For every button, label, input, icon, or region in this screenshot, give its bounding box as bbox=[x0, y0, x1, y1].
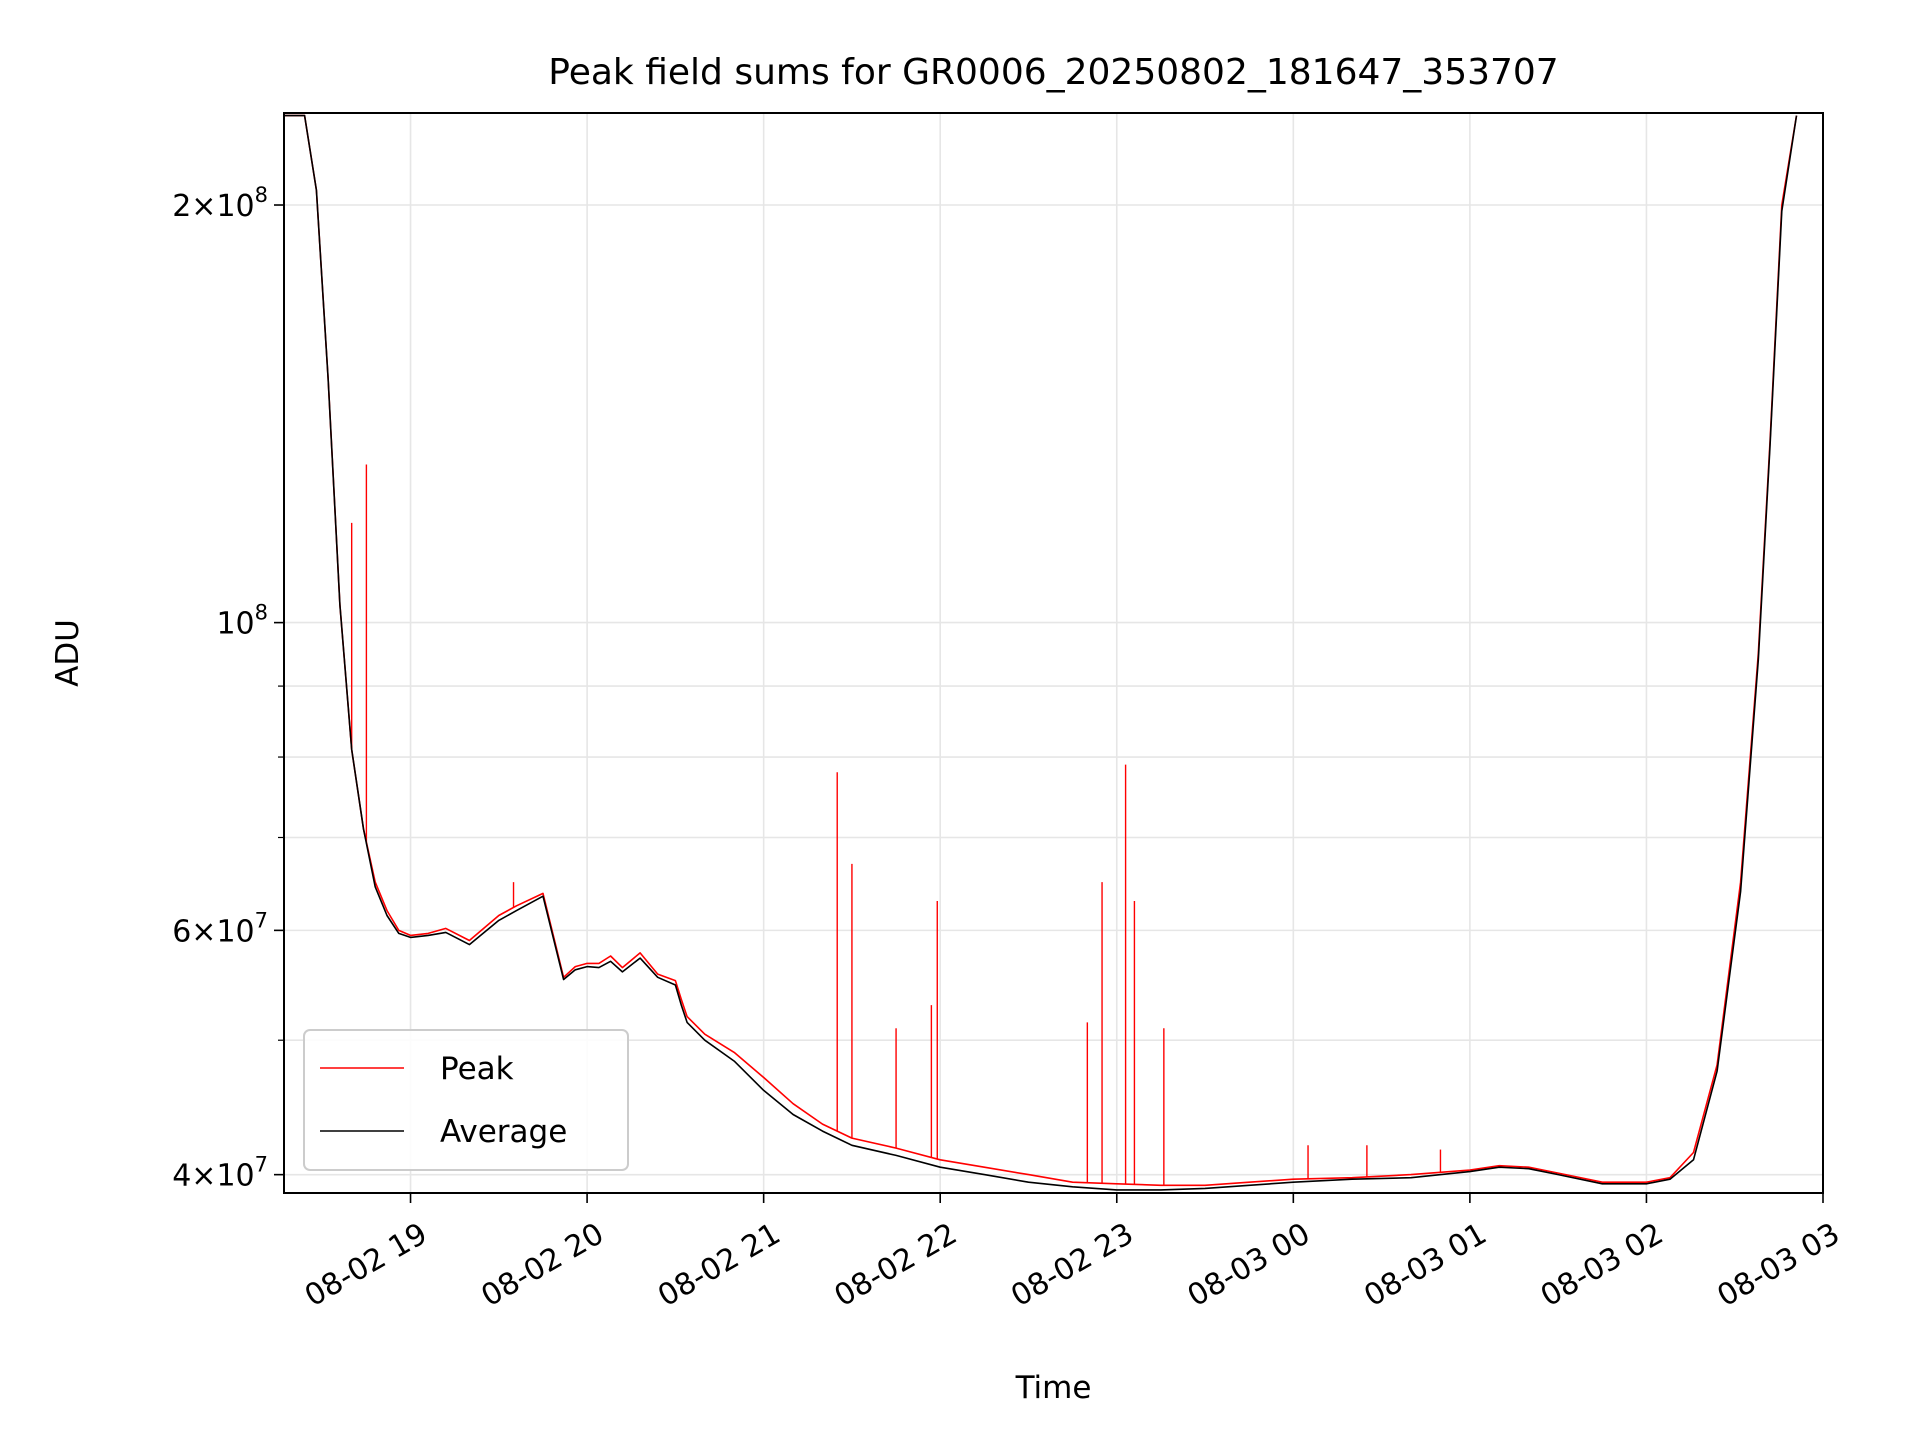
legend-label-peak: Peak bbox=[440, 1051, 514, 1087]
x-tick-label: 08-02 19 bbox=[299, 1216, 433, 1314]
legend-box bbox=[303, 1029, 629, 1171]
x-axis-label: Time bbox=[1015, 1370, 1092, 1406]
series-line-peak bbox=[284, 114, 1798, 1187]
grid bbox=[284, 113, 1823, 1193]
legend-label-average: Average bbox=[440, 1114, 567, 1150]
legend: Peak Average bbox=[303, 1029, 629, 1171]
x-tick-label: 08-02 23 bbox=[1005, 1216, 1139, 1314]
x-tick-label: 08-03 00 bbox=[1182, 1216, 1316, 1314]
plot-frame bbox=[283, 112, 1824, 1194]
x-tick-label: 08-02 21 bbox=[652, 1216, 786, 1314]
x-tick-label: 08-02 20 bbox=[476, 1216, 610, 1314]
y-tick-label: 4×107 bbox=[172, 1153, 268, 1194]
y-tick-label: 2×108 bbox=[172, 183, 268, 224]
x-tick-label: 08-03 02 bbox=[1535, 1216, 1669, 1314]
series-layer bbox=[284, 114, 1798, 1191]
y-tick-label: 6×107 bbox=[172, 908, 268, 949]
series-line-average bbox=[284, 114, 1798, 1191]
x-tick-label: 08-03 03 bbox=[1711, 1216, 1845, 1314]
y-axis-label: ADU bbox=[50, 619, 86, 687]
x-tick-label: 08-03 01 bbox=[1358, 1216, 1492, 1314]
chart-title: Peak field sums for GR0006_20250802_1816… bbox=[548, 52, 1558, 93]
y-tick-label: 108 bbox=[216, 601, 268, 642]
x-tick-label: 08-02 22 bbox=[829, 1216, 963, 1314]
